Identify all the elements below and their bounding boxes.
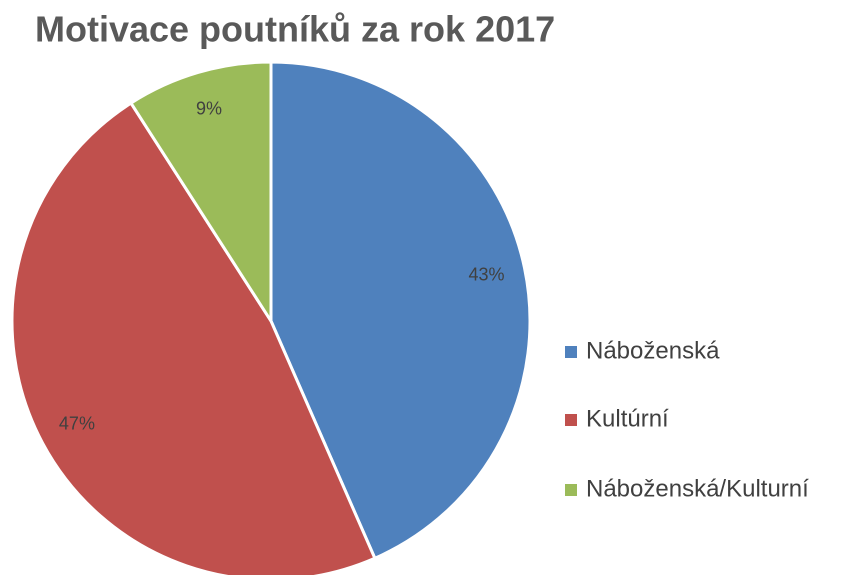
data-label: 43% (468, 265, 504, 285)
legend-label: Náboženská/Kulturní (586, 475, 809, 502)
legend-label: Kultúrní (586, 405, 669, 432)
legend-label: Náboženská (586, 337, 720, 364)
data-label: 9% (196, 99, 222, 119)
pie-slice (10, 101, 377, 575)
legend-swatch (565, 484, 577, 496)
legend-swatch (565, 346, 577, 358)
pie-slice (269, 60, 532, 561)
chart-title: Motivace poutníků za rok 2017 (35, 9, 555, 50)
data-label: 47% (59, 414, 95, 434)
legend-swatch (565, 414, 577, 426)
pie-slice (128, 60, 273, 327)
